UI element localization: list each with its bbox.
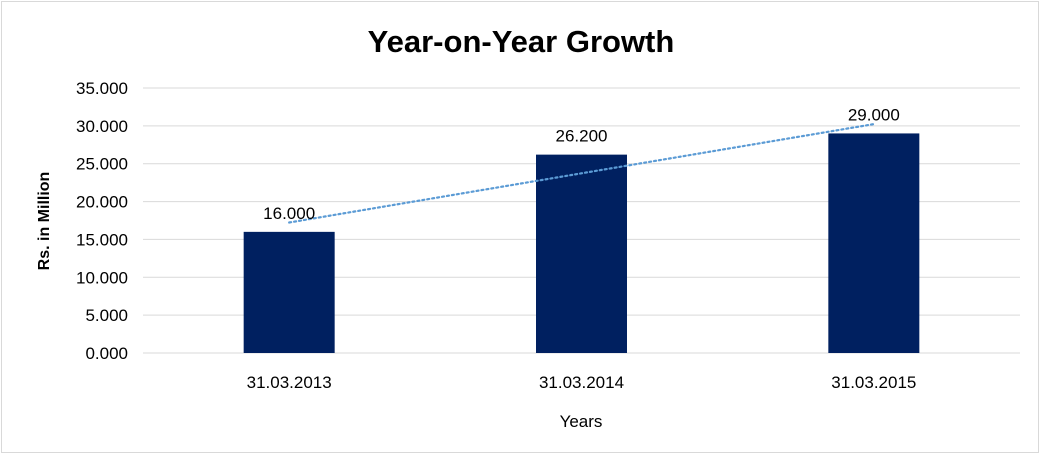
y-tick-label: 5.000 — [85, 306, 128, 325]
chart-title: Year-on-Year Growth — [368, 24, 675, 59]
y-tick-label: 35.000 — [76, 79, 128, 98]
x-axis-label: Years — [560, 412, 603, 431]
y-tick-label: 0.000 — [85, 344, 128, 363]
y-tick-label: 25.000 — [76, 155, 128, 174]
data-label: 16.000 — [263, 204, 315, 223]
data-label: 29.000 — [848, 105, 900, 124]
y-axis-label: Rs. in Million — [36, 172, 53, 271]
bar — [243, 231, 335, 353]
y-tick-label: 30.000 — [76, 117, 128, 136]
y-tick-label: 10.000 — [76, 268, 128, 287]
trendline — [288, 122, 875, 224]
y-tick-label: 20.000 — [76, 193, 128, 212]
x-tick-label: 31.03.2014 — [539, 373, 624, 392]
x-tick-label: 31.03.2013 — [247, 373, 332, 392]
x-tick-label: 31.03.2015 — [831, 373, 916, 392]
y-tick-label: 15.000 — [76, 230, 128, 249]
data-label: 26.200 — [556, 127, 608, 146]
bar — [536, 154, 627, 353]
bar — [828, 133, 920, 353]
